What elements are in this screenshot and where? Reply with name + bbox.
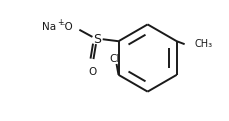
Text: O: O <box>88 67 96 77</box>
Text: ⁻O: ⁻O <box>59 22 73 32</box>
Text: CH₃: CH₃ <box>194 39 212 49</box>
Text: S: S <box>92 33 100 46</box>
Text: Cl: Cl <box>109 54 119 64</box>
Text: +: + <box>57 18 63 27</box>
Text: Na: Na <box>42 22 56 32</box>
